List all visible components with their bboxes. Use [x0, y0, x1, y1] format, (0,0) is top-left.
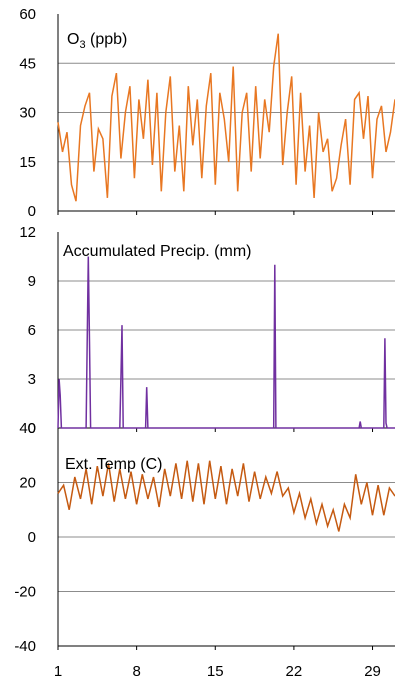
y-tick-label: 30: [19, 105, 36, 122]
panel-title: O3 (ppb): [67, 31, 127, 51]
y-tick-label: 12: [19, 224, 36, 241]
y-tick-label: 40: [19, 420, 36, 437]
y-tick-label: 0: [28, 529, 36, 546]
x-axis: 1 8 15 22 29: [54, 663, 381, 680]
y-tick-label: 45: [19, 55, 36, 72]
x-tick-label: 8: [132, 663, 140, 680]
panel-title: Ext. Temp (C): [65, 456, 163, 473]
panel-precip: 0 3 6 9 12 Accumulated Precip. (mm): [19, 224, 395, 437]
x-tick-label: 15: [207, 663, 224, 680]
y-tick-label: 15: [19, 154, 36, 171]
y-tick-label: 6: [28, 322, 36, 339]
x-tick-label: 22: [286, 663, 303, 680]
y-tick-label: 3: [28, 371, 36, 388]
series-line: [57, 33, 395, 202]
y-tick-label: 0: [28, 203, 36, 220]
x-tick-label: 1: [54, 663, 62, 680]
panel-title: Accumulated Precip. (mm): [63, 243, 252, 260]
x-tick-label: 29: [364, 663, 381, 680]
y-tick-label: -40: [14, 638, 36, 655]
y-tick-label: 0: [28, 420, 36, 437]
y-tick-label: -20: [14, 584, 36, 601]
panel-temp: -40 -20 0 20 40 Ext. Temp (C): [14, 420, 395, 655]
series-line: [57, 460, 395, 532]
y-tick-label: 20: [19, 475, 36, 492]
series-line: [57, 256, 395, 429]
panel-o3: 0 15 30 45 60 O3 (ppb): [19, 6, 395, 220]
y-tick-label: 9: [28, 273, 36, 290]
y-tick-label: 60: [19, 6, 36, 23]
